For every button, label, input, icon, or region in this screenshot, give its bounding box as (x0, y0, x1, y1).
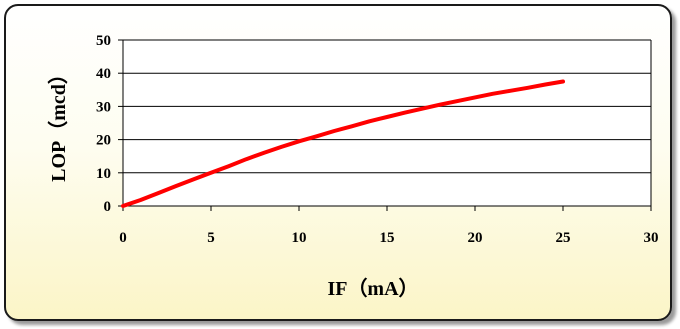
y-tick-label: 10 (96, 166, 111, 182)
x-tick-label: 0 (119, 230, 127, 246)
x-tick-label: 5 (207, 230, 215, 246)
y-tick-label: 30 (96, 99, 111, 115)
y-tick-label: 40 (96, 66, 111, 82)
plot-area (123, 40, 651, 206)
series-line (121, 79, 565, 208)
x-axis-label: IF（mA） (327, 277, 418, 300)
x-tick-label: 30 (644, 230, 659, 246)
axes (118, 39, 652, 211)
x-tick-label: 10 (292, 230, 307, 246)
y-tick-label: 20 (96, 133, 111, 149)
series-group (121, 79, 565, 208)
y-tick-label: 0 (104, 199, 112, 215)
y-tick-label: 50 (96, 33, 111, 49)
x-tick-label: 20 (468, 230, 483, 246)
y-axis-label: LOP（mcd） (47, 64, 70, 182)
x-tick-labels: 0 5 10 15 20 25 30 (119, 230, 658, 246)
x-tick-label: 15 (380, 230, 395, 246)
y-tick-labels: 0 10 20 30 40 50 (96, 33, 111, 215)
x-tick-label: 25 (556, 230, 571, 246)
